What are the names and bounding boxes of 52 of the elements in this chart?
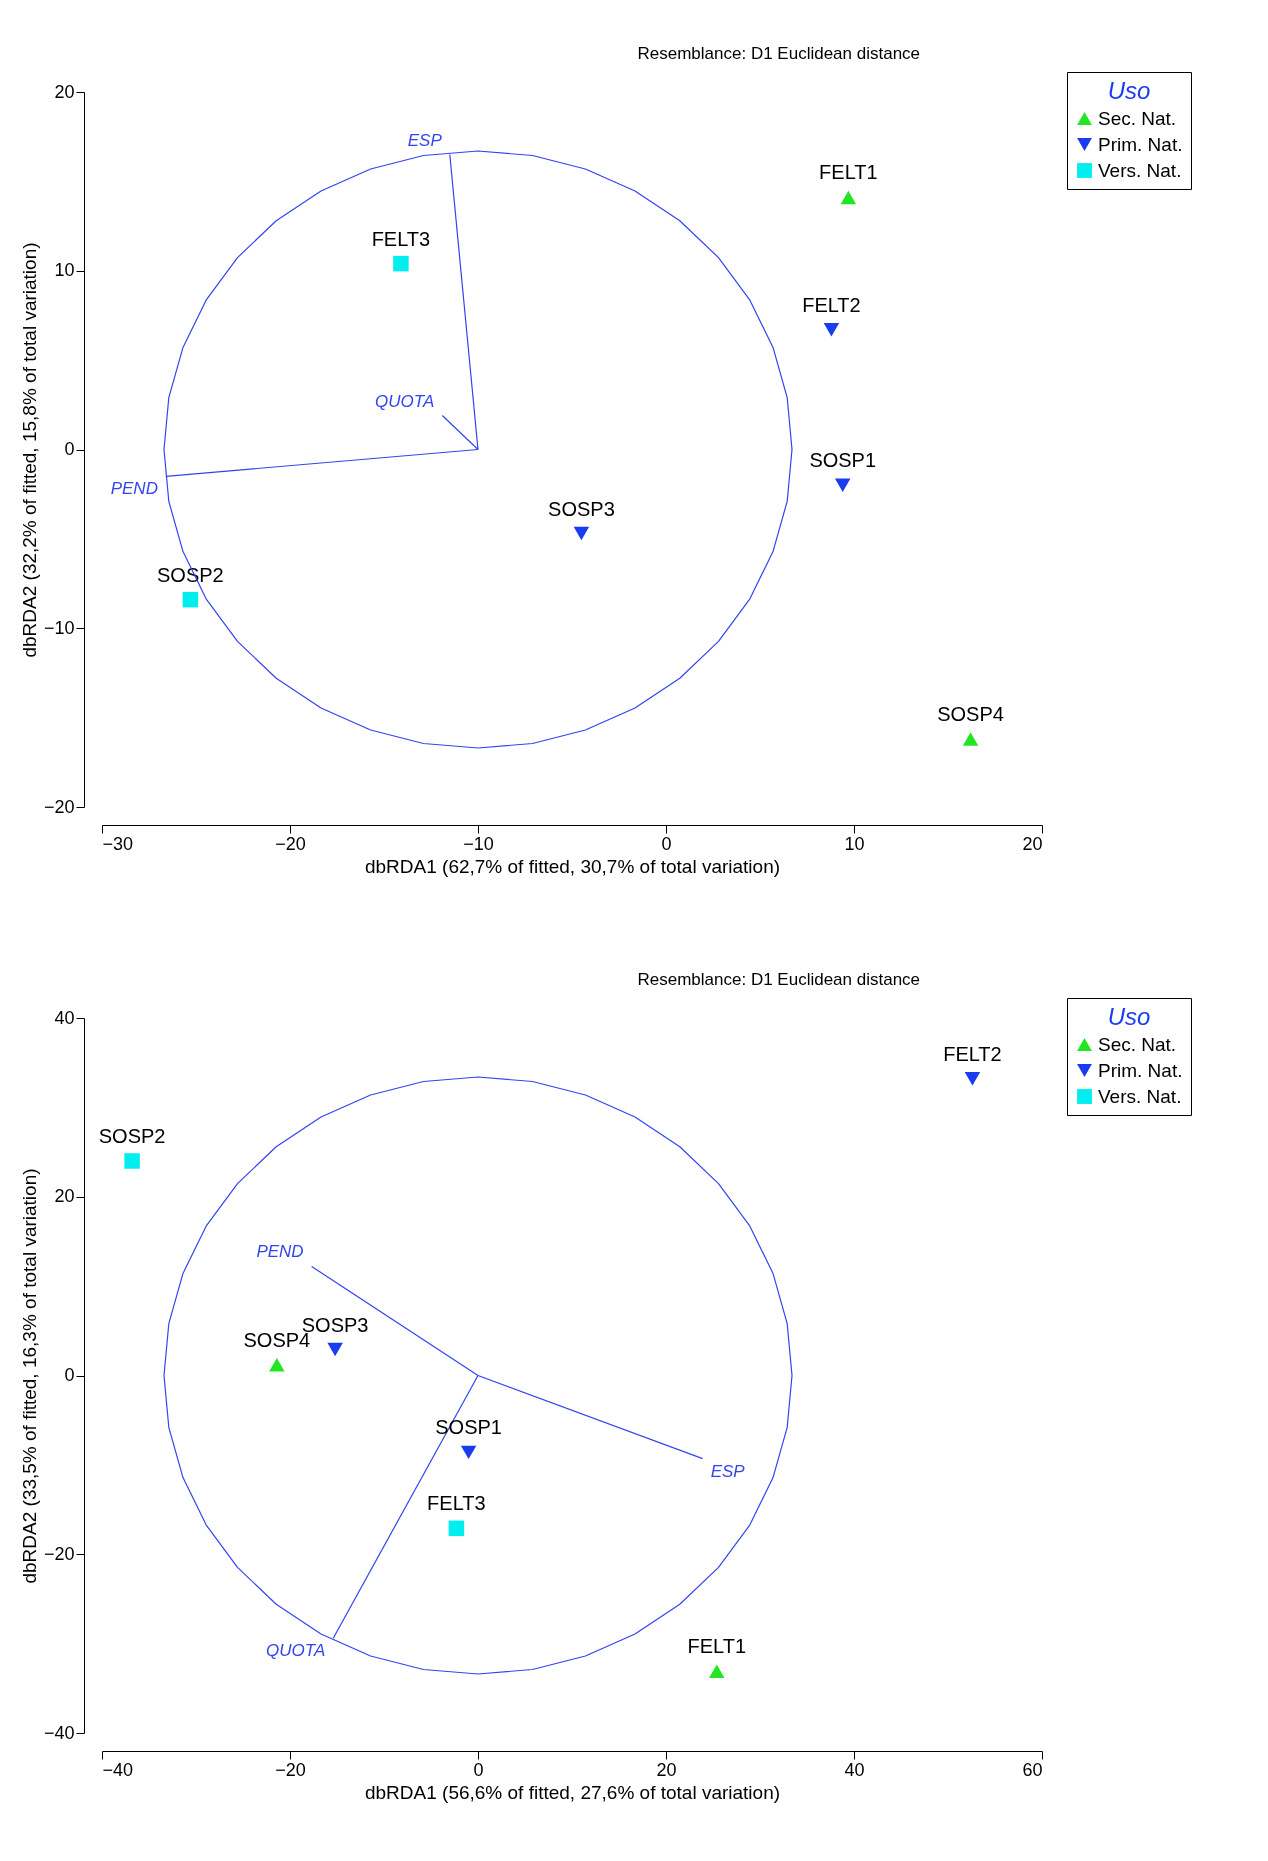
annotation: SOSP2: [98, 1125, 166, 1147]
x-tick-label: 20: [656, 1759, 677, 1780]
legend-label: Sec. Nat.: [1098, 107, 1177, 129]
series-label: PEND: [110, 479, 158, 499]
y-tick-label: −20: [43, 796, 75, 817]
x-tick-label: 60: [1022, 1759, 1043, 1780]
legend-label: Sec. Nat.: [1098, 1033, 1177, 1055]
annotation: FELT2: [943, 1042, 1002, 1065]
text: Resemblance: D1 Euclidean distance: [637, 970, 921, 989]
y-tick-label: 40: [54, 1007, 75, 1028]
x-tick-label: 0: [473, 1759, 484, 1780]
legend-title: Uso: [1107, 1003, 1151, 1030]
y-tick-label: 10: [54, 260, 75, 281]
legend-label: Prim. Nat.: [1098, 133, 1183, 155]
annotation: SOSP3: [548, 497, 615, 520]
legend-label: Vers. Nat.: [1098, 159, 1182, 181]
y-axis-title: dbRDA2 (32,2% of fitted, 15,8% of total variation): [18, 242, 40, 658]
x-axis-title: dbRDA1 (56,6% of fitted, 27,6% of total variation): [364, 1781, 781, 1803]
y-tick-label: 20: [54, 81, 75, 102]
legend-label: Prim. Nat.: [1098, 1059, 1183, 1081]
legend-title: Uso: [1107, 77, 1151, 104]
annotation: FELT1: [687, 1635, 747, 1658]
y-tick-label: 20: [54, 1186, 75, 1207]
annotation: SOSP1: [809, 449, 877, 472]
y-tick-label: −40: [43, 1722, 75, 1743]
y-tick-label: 0: [64, 439, 75, 459]
y-axis-title: dbRDA2 (33,5% of fitted, 16,3% of total variation): [18, 1168, 40, 1584]
x-tick-label: 20: [1022, 833, 1043, 854]
series-label: PEND: [256, 1242, 304, 1262]
x-tick-label: −10: [463, 833, 494, 854]
x-axis-title: dbRDA1 (62,7% of fitted, 30,7% of total variation): [364, 855, 781, 877]
series-label: ESP: [710, 1461, 746, 1481]
annotation: FELT2: [802, 293, 861, 316]
x-tick-label: 40: [844, 1759, 865, 1780]
y-tick-label: −10: [43, 617, 75, 638]
legend-label: Vers. Nat.: [1098, 1085, 1182, 1107]
y-tick-label: 0: [64, 1365, 75, 1385]
text: Resemblance: D1 Euclidean distance: [637, 44, 921, 63]
annotation: SOSP4: [937, 703, 1004, 726]
x-tick-label: −20: [275, 1759, 306, 1780]
x-tick-label: 0: [661, 833, 672, 854]
x-tick-label: −40: [102, 1759, 134, 1780]
annotation: FELT3: [427, 1492, 486, 1515]
annotation: FELT3: [371, 227, 431, 250]
y-tick-label: −20: [43, 1543, 75, 1564]
x-tick-label: −20: [275, 833, 306, 854]
series-label: QUOTA: [375, 391, 435, 411]
series-label: ESP: [407, 130, 443, 150]
x-tick-label: −30: [102, 833, 134, 854]
annotation: FELT1: [819, 161, 878, 184]
series-label: QUOTA: [266, 1641, 326, 1661]
x-tick-label: 10: [844, 833, 865, 854]
